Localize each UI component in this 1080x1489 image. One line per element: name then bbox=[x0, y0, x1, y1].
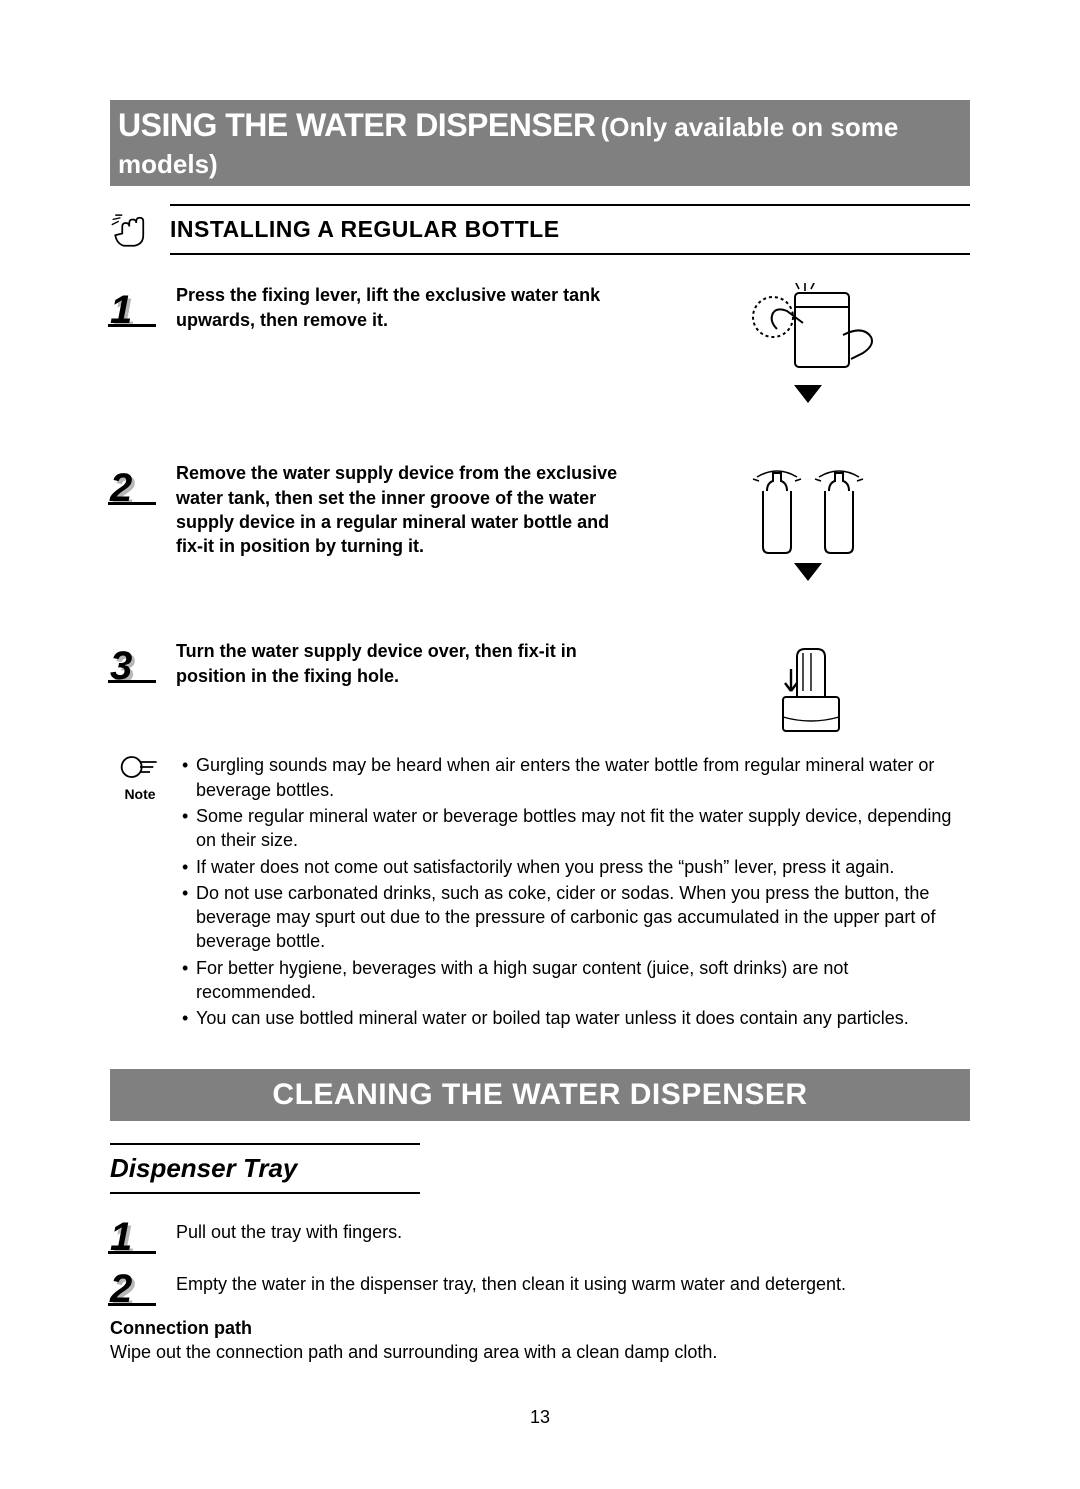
bottle-attach-icon bbox=[733, 461, 883, 557]
note-list: Gurgling sounds may be heard when air en… bbox=[182, 753, 970, 1032]
step-number-badge: 2 2 bbox=[110, 461, 150, 501]
step-text: Remove the water supply device from the … bbox=[176, 461, 636, 558]
note-label: Note bbox=[124, 785, 155, 804]
step-illustration bbox=[646, 639, 970, 735]
step-row: 1 1 Pull out the tray with fingers. bbox=[110, 1210, 970, 1250]
hand-point-icon bbox=[110, 209, 152, 251]
step-text: Turn the water supply device over, then … bbox=[176, 639, 636, 688]
note-icon: Note bbox=[110, 753, 170, 1032]
step-row: 3 3 Turn the water supply device over, t… bbox=[110, 639, 970, 735]
connection-path-head: Connection path bbox=[110, 1316, 970, 1340]
step-number-badge: 1 1 bbox=[110, 283, 150, 323]
steps-block: 1 1 Press the fixing lever, lift the exc… bbox=[110, 283, 970, 735]
note-item: Do not use carbonated drinks, such as co… bbox=[182, 881, 970, 954]
step-illustration bbox=[646, 283, 970, 403]
bottle-install-icon bbox=[733, 639, 883, 735]
step-row: 2 2 Empty the water in the dispenser tra… bbox=[110, 1262, 970, 1302]
section2-banner: CLEANING THE WATER DISPENSER bbox=[110, 1069, 970, 1122]
subhead-row: INSTALLING A REGULAR BOTTLE bbox=[110, 204, 970, 255]
section1-subhead: INSTALLING A REGULAR BOTTLE bbox=[170, 204, 970, 255]
step-row: 1 1 Press the fixing lever, lift the exc… bbox=[110, 283, 970, 403]
note-block: Note Gurgling sounds may be heard when a… bbox=[110, 753, 970, 1032]
section1-banner: USING THE WATER DISPENSER (Only availabl… bbox=[110, 100, 970, 186]
step-illustration bbox=[646, 461, 970, 581]
step-row: 2 2 Remove the water supply device from … bbox=[110, 461, 970, 581]
step-text: Empty the water in the dispenser tray, t… bbox=[176, 1262, 970, 1296]
page-number: 13 bbox=[110, 1405, 970, 1429]
note-item: If water does not come out satisfactoril… bbox=[182, 855, 970, 879]
note-item: For better hygiene, beverages with a hig… bbox=[182, 956, 970, 1005]
section2-subhead: Dispenser Tray bbox=[110, 1143, 420, 1194]
note-item: Gurgling sounds may be heard when air en… bbox=[182, 753, 970, 802]
arrow-down-icon bbox=[794, 563, 822, 581]
arrow-down-icon bbox=[794, 385, 822, 403]
step-text: Press the fixing lever, lift the exclusi… bbox=[176, 283, 636, 332]
banner-main-text: USING THE WATER DISPENSER bbox=[118, 107, 596, 143]
tank-remove-icon bbox=[733, 283, 883, 379]
step-number-badge: 2 2 bbox=[110, 1262, 150, 1302]
step-text: Pull out the tray with fingers. bbox=[176, 1210, 970, 1244]
connection-path-text: Wipe out the connection path and surroun… bbox=[110, 1340, 970, 1364]
note-item: Some regular mineral water or beverage b… bbox=[182, 804, 970, 853]
step-number-badge: 1 1 bbox=[110, 1210, 150, 1250]
step-number-badge: 3 3 bbox=[110, 639, 150, 679]
note-item: You can use bottled mineral water or boi… bbox=[182, 1006, 970, 1030]
